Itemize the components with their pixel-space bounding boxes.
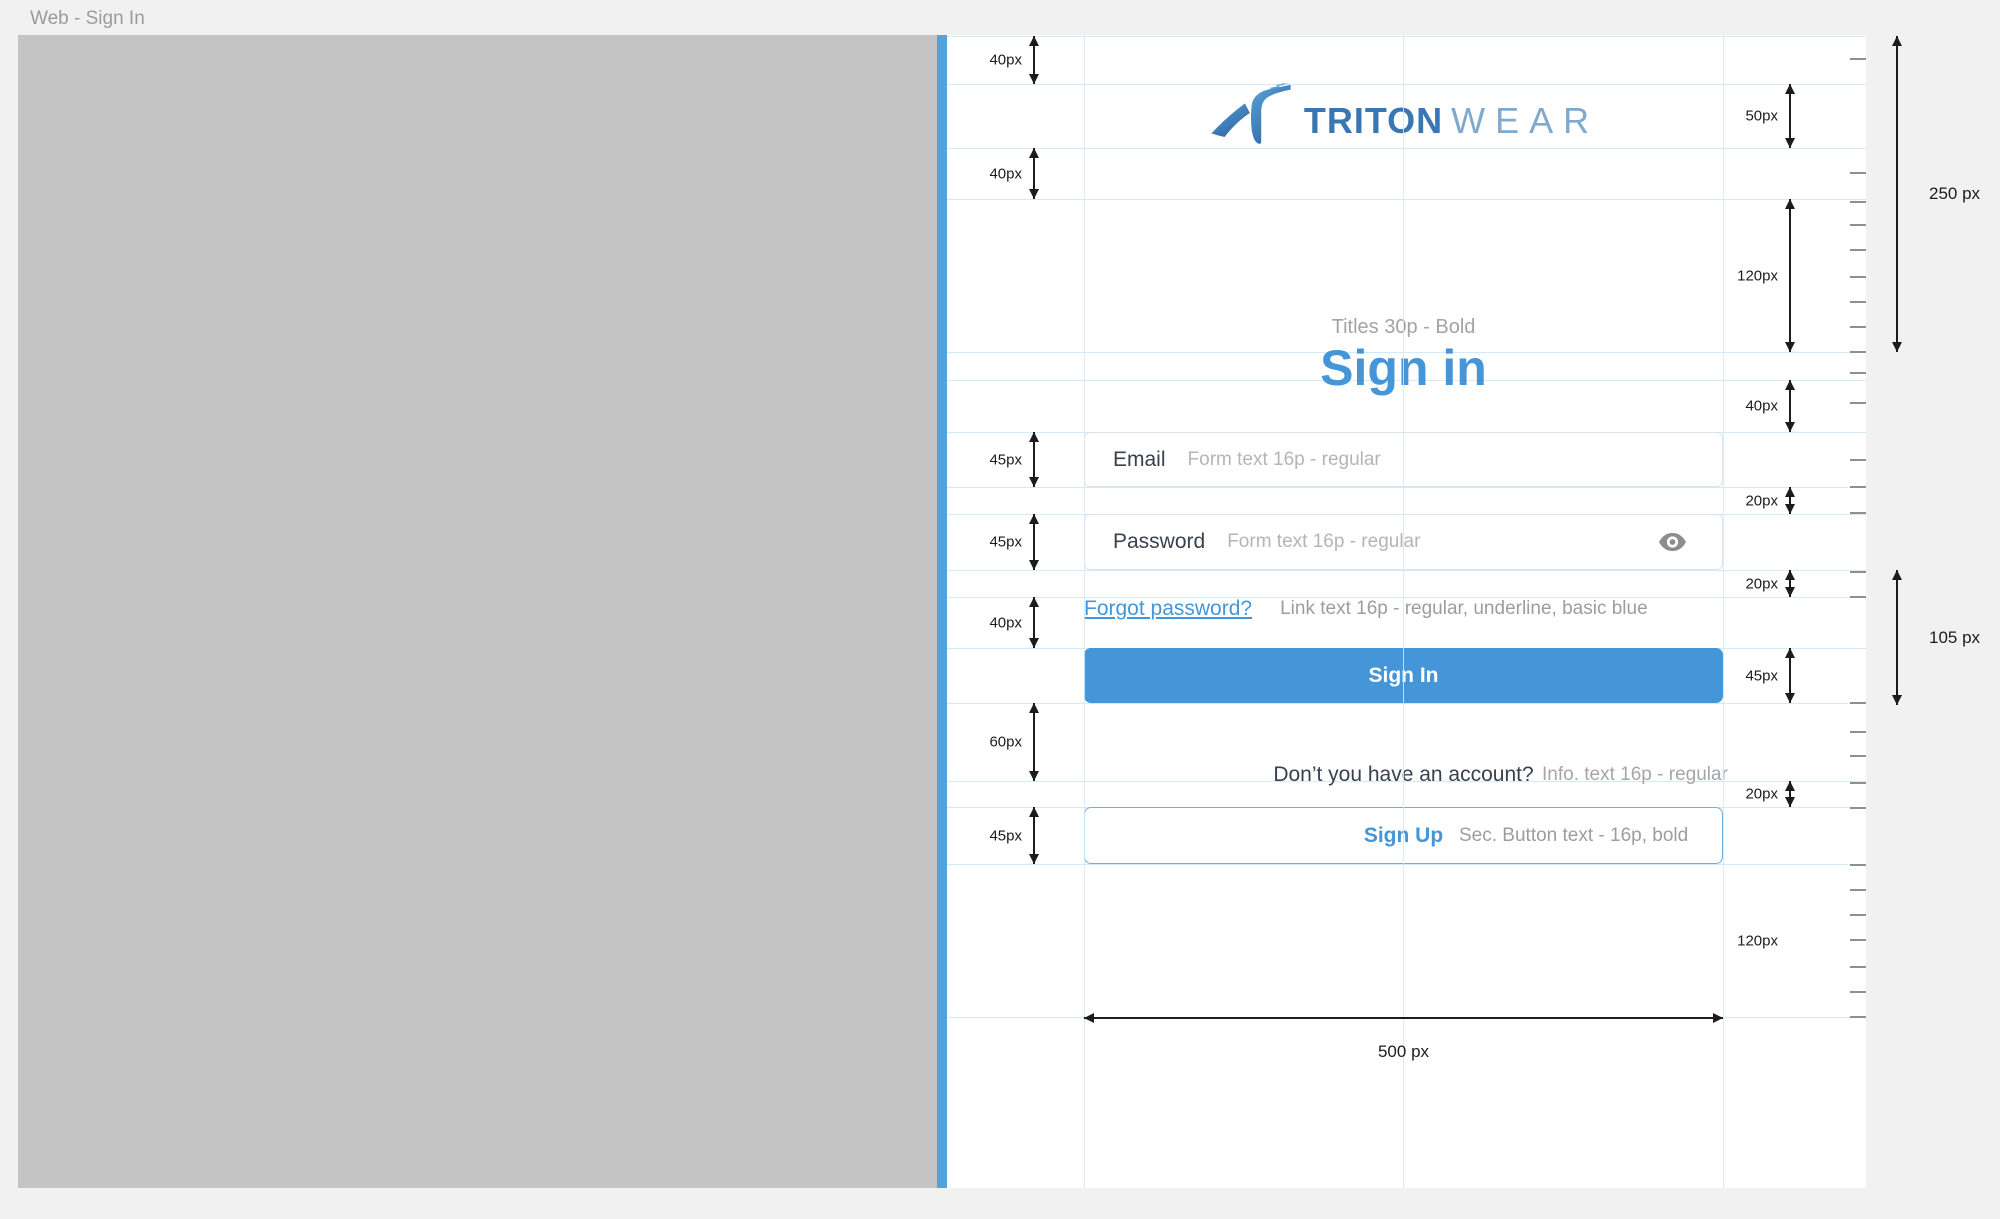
title-annotation: Titles 30p - Bold bbox=[1331, 316, 1476, 338]
forgot-password-row: Forgot password? Link text 16p - regular… bbox=[1084, 594, 1723, 624]
window-title: Web - Sign In bbox=[30, 8, 145, 29]
sign-in-button[interactable]: Sign In bbox=[1084, 648, 1723, 703]
logo-text-wear: WEAR bbox=[1451, 100, 1600, 141]
logo-text-triton: TRITON bbox=[1303, 100, 1444, 141]
measure-arrowhead bbox=[1892, 342, 1902, 352]
email-label: Email bbox=[1113, 447, 1166, 471]
artboard-edge-highlight bbox=[937, 35, 947, 1188]
tritonwear-mark-icon bbox=[1211, 83, 1291, 144]
account-prompt-annotation: Info. text 16p - regular bbox=[1542, 764, 1728, 785]
eye-icon[interactable] bbox=[1659, 533, 1686, 551]
sign-up-label: Sign Up bbox=[1363, 823, 1444, 847]
measure-label: 250 px bbox=[1929, 184, 1981, 203]
measure-label: 105 px bbox=[1929, 627, 1981, 647]
tritonwear-logo: TRITON WEAR bbox=[1208, 83, 1599, 149]
measure-arrowhead bbox=[1892, 695, 1902, 705]
page-title: Sign in bbox=[1320, 340, 1487, 396]
forgot-password-annotation: Link text 16p - regular, underline, basi… bbox=[1280, 598, 1648, 619]
measure-arrowhead bbox=[1892, 570, 1902, 580]
account-prompt: Don’t you have an account? bbox=[1273, 763, 1534, 786]
sign-up-button[interactable]: Sign Up Sec. Button text - 16p, bold bbox=[1084, 807, 1723, 864]
measure-line bbox=[1896, 570, 1898, 705]
password-label: Password bbox=[1113, 530, 1206, 553]
password-field[interactable]: Password Form text 16p - regular bbox=[1084, 514, 1723, 570]
offscreen-panel bbox=[18, 35, 937, 1188]
measure-arrowhead bbox=[1892, 36, 1902, 46]
sign-up-annotation: Sec. Button text - 16p, bold bbox=[1459, 824, 1689, 846]
artboard bbox=[947, 35, 1866, 1188]
forgot-password-link[interactable]: Forgot password? bbox=[1084, 597, 1253, 620]
password-annotation: Form text 16p - regular bbox=[1227, 531, 1421, 552]
measure-line bbox=[1896, 36, 1898, 352]
email-field[interactable]: Email Form text 16p - regular bbox=[1084, 432, 1723, 487]
account-prompt-row: Don’t you have an account? Info. text 16… bbox=[1084, 758, 1728, 792]
logo-row: TRITON WEAR bbox=[1084, 83, 1723, 149]
email-annotation: Form text 16p - regular bbox=[1187, 448, 1381, 470]
